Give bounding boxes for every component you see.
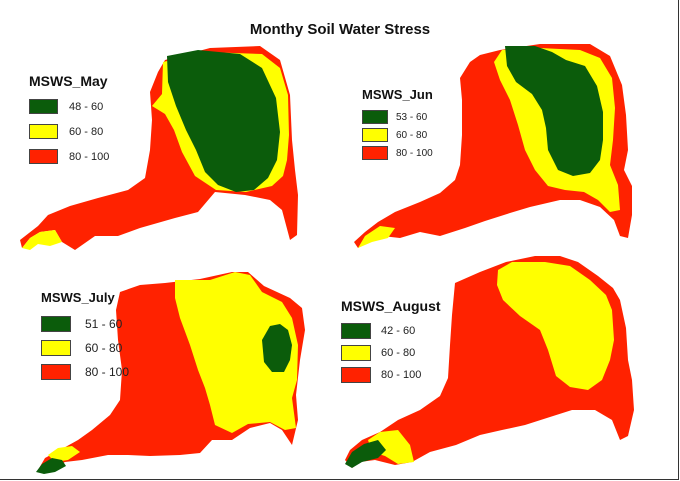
- legend-item: 80 - 100: [29, 144, 109, 169]
- legend-swatch-yellow: [29, 124, 58, 139]
- region-60-80: [358, 226, 395, 248]
- legend-august: MSWS_August 42 - 60 60 - 80 80 - 100: [341, 298, 441, 386]
- legend-swatch-yellow: [341, 345, 371, 361]
- legend-title: MSWS_August: [341, 298, 441, 314]
- legend-label: 80 - 100: [381, 369, 422, 381]
- region-60-80: [22, 230, 62, 250]
- legend-swatch-green: [362, 110, 388, 124]
- region-53-60: [505, 46, 603, 176]
- legend-item: 48 - 60: [29, 94, 109, 119]
- legend-item: 53 - 60: [362, 108, 433, 126]
- legend-swatch-green: [341, 323, 371, 339]
- map-title: Monthy Soil Water Stress: [249, 21, 431, 38]
- legend-label: 51 - 60: [85, 317, 123, 331]
- legend-title: MSWS_May: [29, 73, 108, 89]
- region-51-60: [262, 324, 292, 372]
- region-60-80: [497, 262, 614, 390]
- region-42-60: [345, 440, 386, 468]
- region-48-60: [167, 50, 280, 192]
- legend-label: 60 - 80: [85, 341, 123, 355]
- region-60-80: [368, 430, 414, 464]
- legend-label: 53 - 60: [396, 111, 428, 123]
- legend-item: 80 - 100: [341, 364, 441, 386]
- legend-may: MSWS_May 48 - 60 60 - 80 80 - 100: [29, 73, 109, 169]
- legend-title: MSWS_July: [41, 290, 115, 305]
- map-july: [36, 272, 305, 474]
- legend-item: 60 - 80: [41, 336, 129, 360]
- legend-label: 80 - 100: [85, 365, 130, 379]
- legend-swatch-yellow: [41, 340, 71, 356]
- legend-june: MSWS_Jun 53 - 60 60 - 80 80 - 100: [362, 87, 433, 162]
- legend-swatch-green: [29, 99, 58, 114]
- region-60-80: [48, 446, 80, 462]
- legend-label: 60 - 80: [69, 125, 104, 138]
- legend-item: 80 - 100: [41, 360, 129, 384]
- map-june: [354, 44, 632, 248]
- legend-swatch-red: [41, 364, 71, 380]
- legend-swatch-green: [41, 316, 71, 332]
- legend-july: MSWS_July 51 - 60 60 - 80 80 - 100: [41, 290, 129, 384]
- legend-label: 48 - 60: [69, 100, 104, 113]
- legend-label: 80 - 100: [69, 150, 110, 163]
- legend-label: 80 - 100: [396, 147, 433, 159]
- legend-swatch-yellow: [362, 128, 388, 142]
- legend-label: 60 - 80: [381, 347, 416, 359]
- legend-swatch-red: [362, 146, 388, 160]
- legend-swatch-red: [29, 149, 58, 164]
- region-51-60: [36, 458, 66, 474]
- legend-item: 60 - 80: [362, 126, 433, 144]
- legend-label: 42 - 60: [381, 325, 416, 337]
- legend-label: 60 - 80: [396, 129, 428, 141]
- map-may: [20, 46, 298, 250]
- map-august: [345, 256, 634, 468]
- legend-item: 42 - 60: [341, 320, 441, 342]
- legend-item: 80 - 100: [362, 144, 433, 162]
- legend-title: MSWS_Jun: [362, 87, 433, 102]
- region-60-80: [175, 272, 298, 433]
- legend-item: 60 - 80: [29, 119, 109, 144]
- legend-swatch-red: [341, 367, 371, 383]
- legend-item: 51 - 60: [41, 312, 129, 336]
- legend-item: 60 - 80: [341, 342, 441, 364]
